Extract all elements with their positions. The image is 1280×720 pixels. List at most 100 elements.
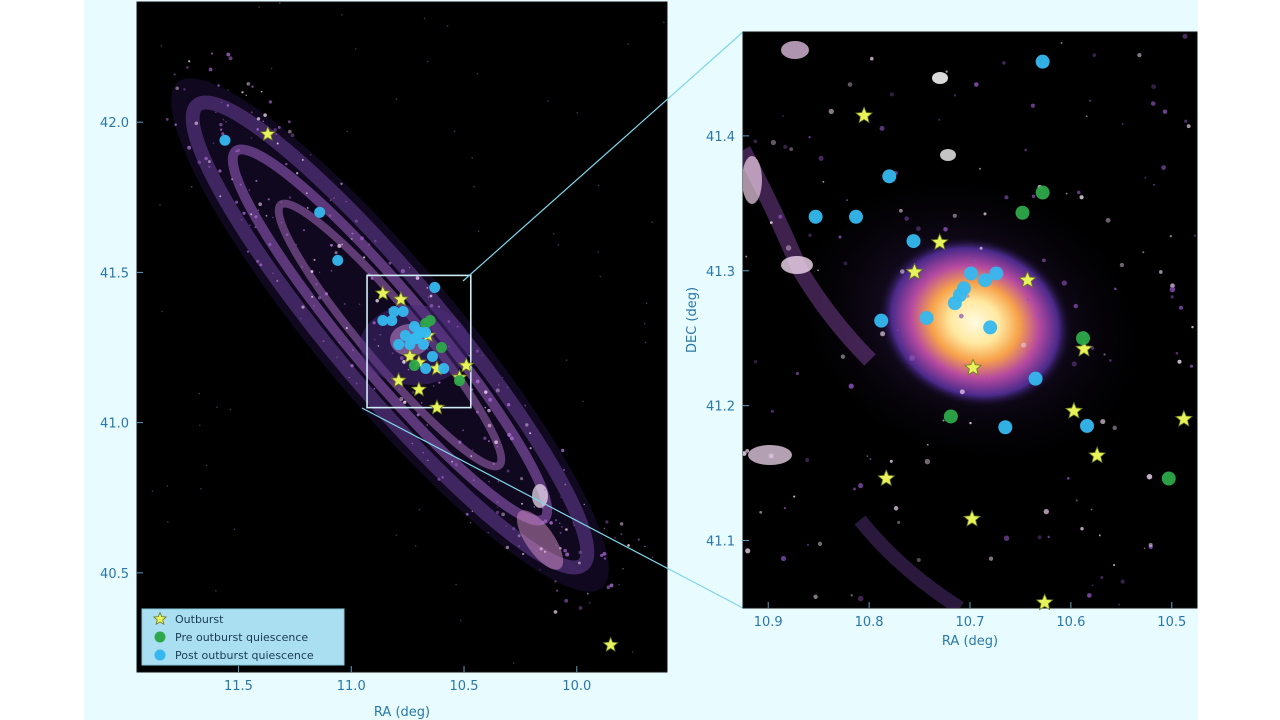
marker-outburst bbox=[458, 356, 475, 373]
star-speck bbox=[301, 266, 303, 268]
star-speck bbox=[1026, 298, 1030, 301]
star-speck bbox=[619, 522, 624, 526]
star-speck bbox=[460, 619, 462, 622]
star-speck bbox=[1178, 305, 1184, 310]
star-speck bbox=[287, 129, 292, 134]
star-speck bbox=[979, 167, 982, 170]
star-speck bbox=[471, 388, 474, 391]
star-speck bbox=[262, 120, 265, 122]
star-speck bbox=[426, 287, 429, 289]
star-speck bbox=[242, 211, 246, 215]
star-speck bbox=[403, 400, 407, 404]
star-speck bbox=[318, 271, 321, 274]
star-speck bbox=[379, 333, 381, 336]
star-speck bbox=[1148, 542, 1153, 547]
star-speck bbox=[622, 568, 624, 570]
star-speck bbox=[847, 82, 853, 87]
star-speck bbox=[205, 464, 208, 467]
star-speck bbox=[333, 197, 335, 199]
star-speck bbox=[235, 200, 239, 204]
y-tick-label: 41.4 bbox=[706, 130, 735, 145]
right-y-axis-label: DEC (deg) bbox=[685, 287, 700, 353]
star-speck bbox=[1021, 342, 1027, 348]
marker-post-outburst-quiescence bbox=[397, 305, 409, 317]
star-speck bbox=[258, 202, 263, 207]
star-speck bbox=[414, 545, 417, 547]
legend-star-icon bbox=[152, 611, 168, 626]
marker-outburst bbox=[428, 399, 446, 415]
star-speck bbox=[263, 113, 267, 117]
marker-outburst bbox=[854, 106, 874, 124]
star-speck bbox=[536, 550, 538, 552]
star-speck bbox=[899, 208, 903, 213]
star-speck bbox=[627, 43, 629, 45]
star-speck bbox=[564, 598, 569, 603]
star-speck bbox=[471, 510, 474, 513]
star-speck bbox=[472, 449, 474, 451]
star-speck bbox=[916, 226, 921, 231]
star-speck bbox=[1043, 508, 1049, 515]
star-speck bbox=[988, 556, 994, 561]
star-speck bbox=[215, 111, 217, 113]
star-speck bbox=[813, 594, 818, 599]
star-speck bbox=[350, 364, 354, 368]
star-speck bbox=[506, 469, 510, 473]
star-speck bbox=[560, 496, 562, 498]
star-speck bbox=[395, 534, 398, 536]
left-data-markers bbox=[219, 125, 619, 652]
star-speck bbox=[985, 375, 988, 378]
star-speck bbox=[271, 216, 274, 219]
star-speck bbox=[408, 266, 411, 269]
marker-post-outburst-quiescence bbox=[964, 266, 979, 281]
star-speck bbox=[301, 158, 304, 161]
star-speck bbox=[241, 91, 244, 94]
marker-outburst bbox=[374, 284, 391, 301]
star-speck bbox=[795, 371, 799, 376]
star-speck bbox=[239, 183, 242, 186]
right-data-markers bbox=[808, 54, 1193, 611]
y-tick-label: 42.0 bbox=[100, 116, 129, 131]
star-speck bbox=[1087, 593, 1092, 598]
star-speck bbox=[879, 125, 885, 131]
star-speck bbox=[395, 98, 398, 100]
star-speck bbox=[869, 458, 872, 461]
legend: Outburst Pre outburst quiescence Post ou… bbox=[141, 608, 345, 666]
star-speck bbox=[547, 100, 549, 102]
legend-label-outburst: Outburst bbox=[175, 613, 224, 626]
star-speck bbox=[280, 201, 283, 204]
star-speck bbox=[427, 296, 430, 299]
star-speck bbox=[354, 48, 357, 50]
star-speck bbox=[219, 195, 222, 198]
star-speck bbox=[506, 403, 511, 407]
legend-item-pre: Pre outburst quiescence bbox=[154, 631, 308, 644]
star-speck bbox=[840, 354, 846, 359]
star-speck bbox=[597, 184, 600, 187]
star-speck bbox=[554, 580, 557, 583]
star-speck bbox=[576, 112, 578, 114]
star-speck bbox=[1060, 41, 1063, 45]
legend-item-outburst: Outburst bbox=[152, 611, 224, 626]
star-speck bbox=[235, 150, 238, 153]
star-speck bbox=[822, 181, 825, 183]
star-speck bbox=[564, 483, 567, 486]
star-speck bbox=[1169, 235, 1172, 238]
star-speck bbox=[1161, 165, 1166, 170]
star-speck bbox=[453, 130, 456, 132]
star-speck bbox=[222, 118, 225, 121]
star-speck bbox=[476, 73, 479, 75]
star-speck bbox=[1137, 52, 1142, 58]
star-speck bbox=[518, 545, 520, 547]
star-speck bbox=[475, 349, 479, 353]
star-speck bbox=[1031, 194, 1036, 199]
star-speck bbox=[563, 548, 567, 553]
star-speck bbox=[227, 89, 229, 92]
marker-pre-outburst-quiescence bbox=[435, 342, 447, 354]
star-speck bbox=[529, 447, 532, 450]
star-speck bbox=[953, 94, 957, 97]
star-speck bbox=[231, 178, 234, 181]
marker-post-outburst-quiescence bbox=[978, 273, 993, 288]
star-speck bbox=[423, 17, 426, 20]
star-speck bbox=[363, 256, 366, 259]
star-speck bbox=[296, 172, 299, 175]
marker-post-outburst-quiescence bbox=[808, 209, 823, 224]
